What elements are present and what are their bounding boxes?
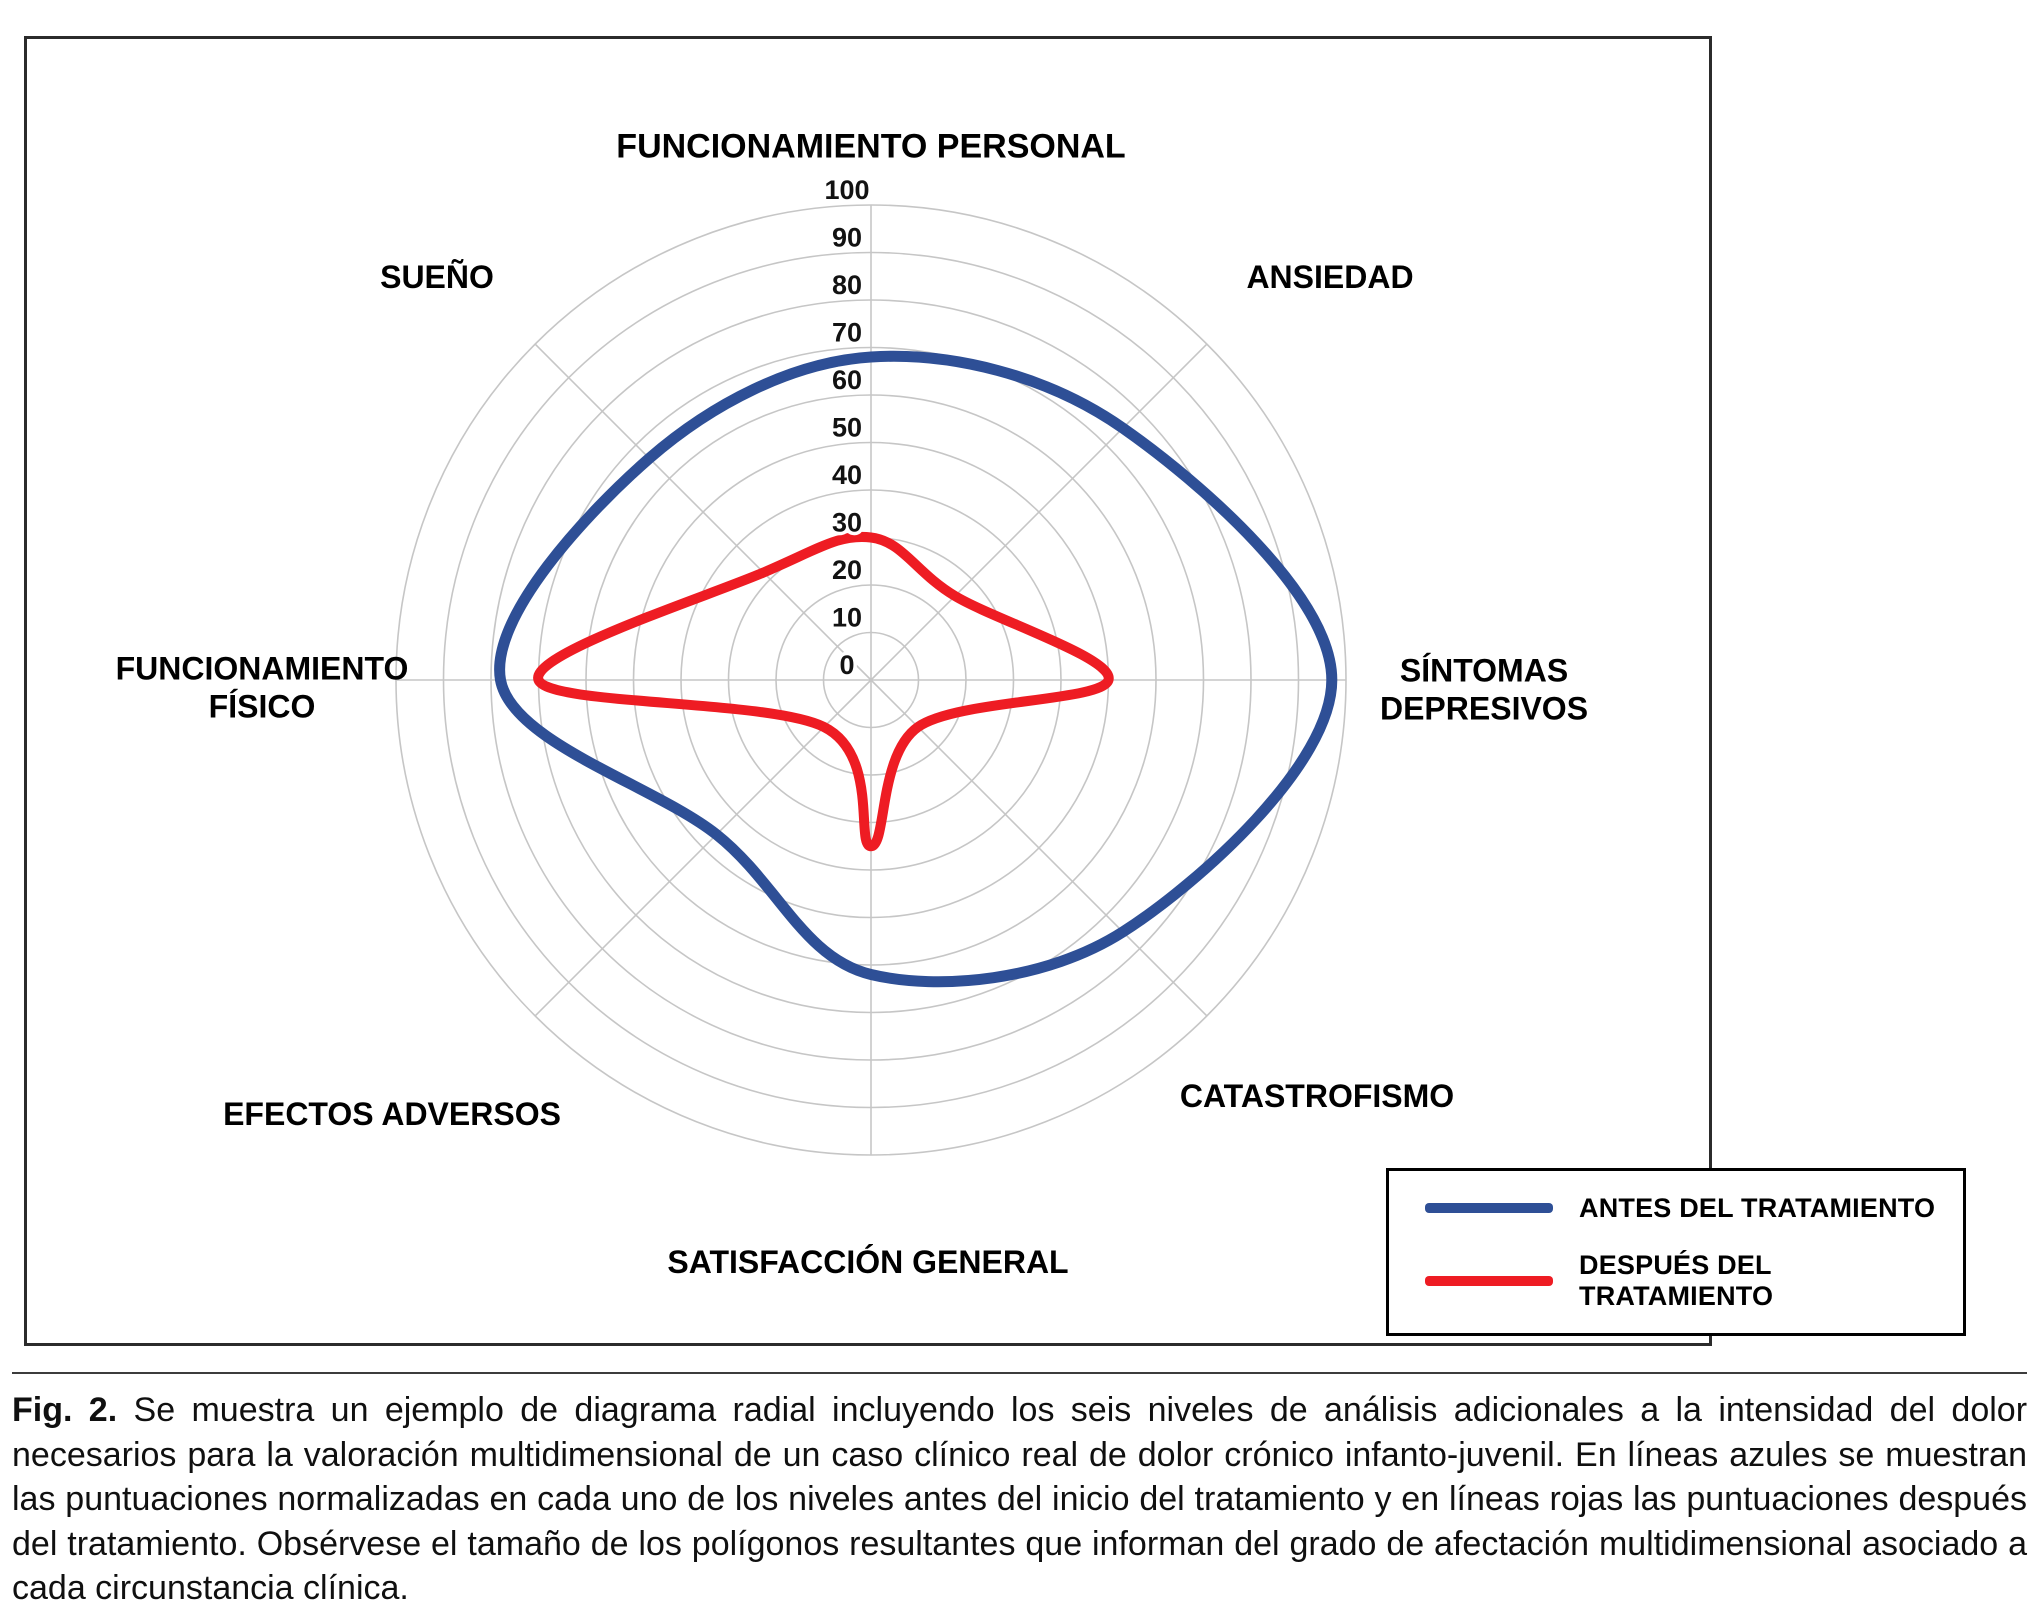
- axis-label-sueno: SUEÑO: [380, 258, 494, 295]
- svg-text:100: 100: [824, 175, 869, 205]
- svg-text:50: 50: [832, 413, 862, 443]
- caption-text: Se muestra un ejemplo de diagrama radial…: [12, 1391, 2028, 1608]
- legend-item-antes: ANTES DEL TRATAMIENTO: [1425, 1193, 1963, 1224]
- svg-text:20: 20: [832, 555, 862, 585]
- legend-label-antes: ANTES DEL TRATAMIENTO: [1579, 1192, 1936, 1223]
- axis-label-funcionamiento-fisico: FUNCIONAMIENTO FÍSICO: [115, 650, 409, 725]
- axis-label-catastrofismo: CATASTROFISMO: [1179, 1077, 1455, 1114]
- axis-label-funcionamiento-personal: FUNCIONAMIENTO PERSONAL: [616, 127, 1126, 166]
- svg-text:10: 10: [832, 603, 862, 633]
- axis-label-satisfaccion-general: SATISFACCIÓN GENERAL: [667, 1243, 1069, 1280]
- legend-item-despues: DESPUÉS DEL TRATAMIENTO: [1425, 1250, 1963, 1312]
- svg-text:90: 90: [832, 223, 862, 253]
- axis-label-ansiedad: ANSIEDAD: [1246, 258, 1414, 295]
- axis-label-sintomas-depresivos: SÍNTOMAS DEPRESIVOS: [1379, 652, 1589, 727]
- svg-text:40: 40: [832, 460, 862, 490]
- svg-text:0: 0: [839, 650, 854, 680]
- figure-caption: Fig. 2. Se muestra un ejemplo de diagram…: [12, 1388, 2027, 1611]
- svg-text:30: 30: [832, 508, 862, 538]
- legend-label-despues: DESPUÉS DEL TRATAMIENTO: [1579, 1249, 1774, 1311]
- figure-panel: [24, 36, 1712, 1346]
- legend-red-line-icon: [1425, 1275, 1553, 1286]
- caption-divider: [12, 1372, 2027, 1374]
- legend-blue-line-icon: [1425, 1203, 1553, 1213]
- svg-text:80: 80: [832, 270, 862, 300]
- svg-text:70: 70: [832, 318, 862, 348]
- legend-box: ANTES DEL TRATAMIENTO DESPUÉS DEL TRATAM…: [1386, 1168, 1966, 1336]
- svg-text:60: 60: [832, 365, 862, 395]
- caption-fig-label: Fig. 2.: [12, 1391, 118, 1429]
- axis-label-efectos-adversos: EFECTOS ADVERSOS: [223, 1095, 561, 1132]
